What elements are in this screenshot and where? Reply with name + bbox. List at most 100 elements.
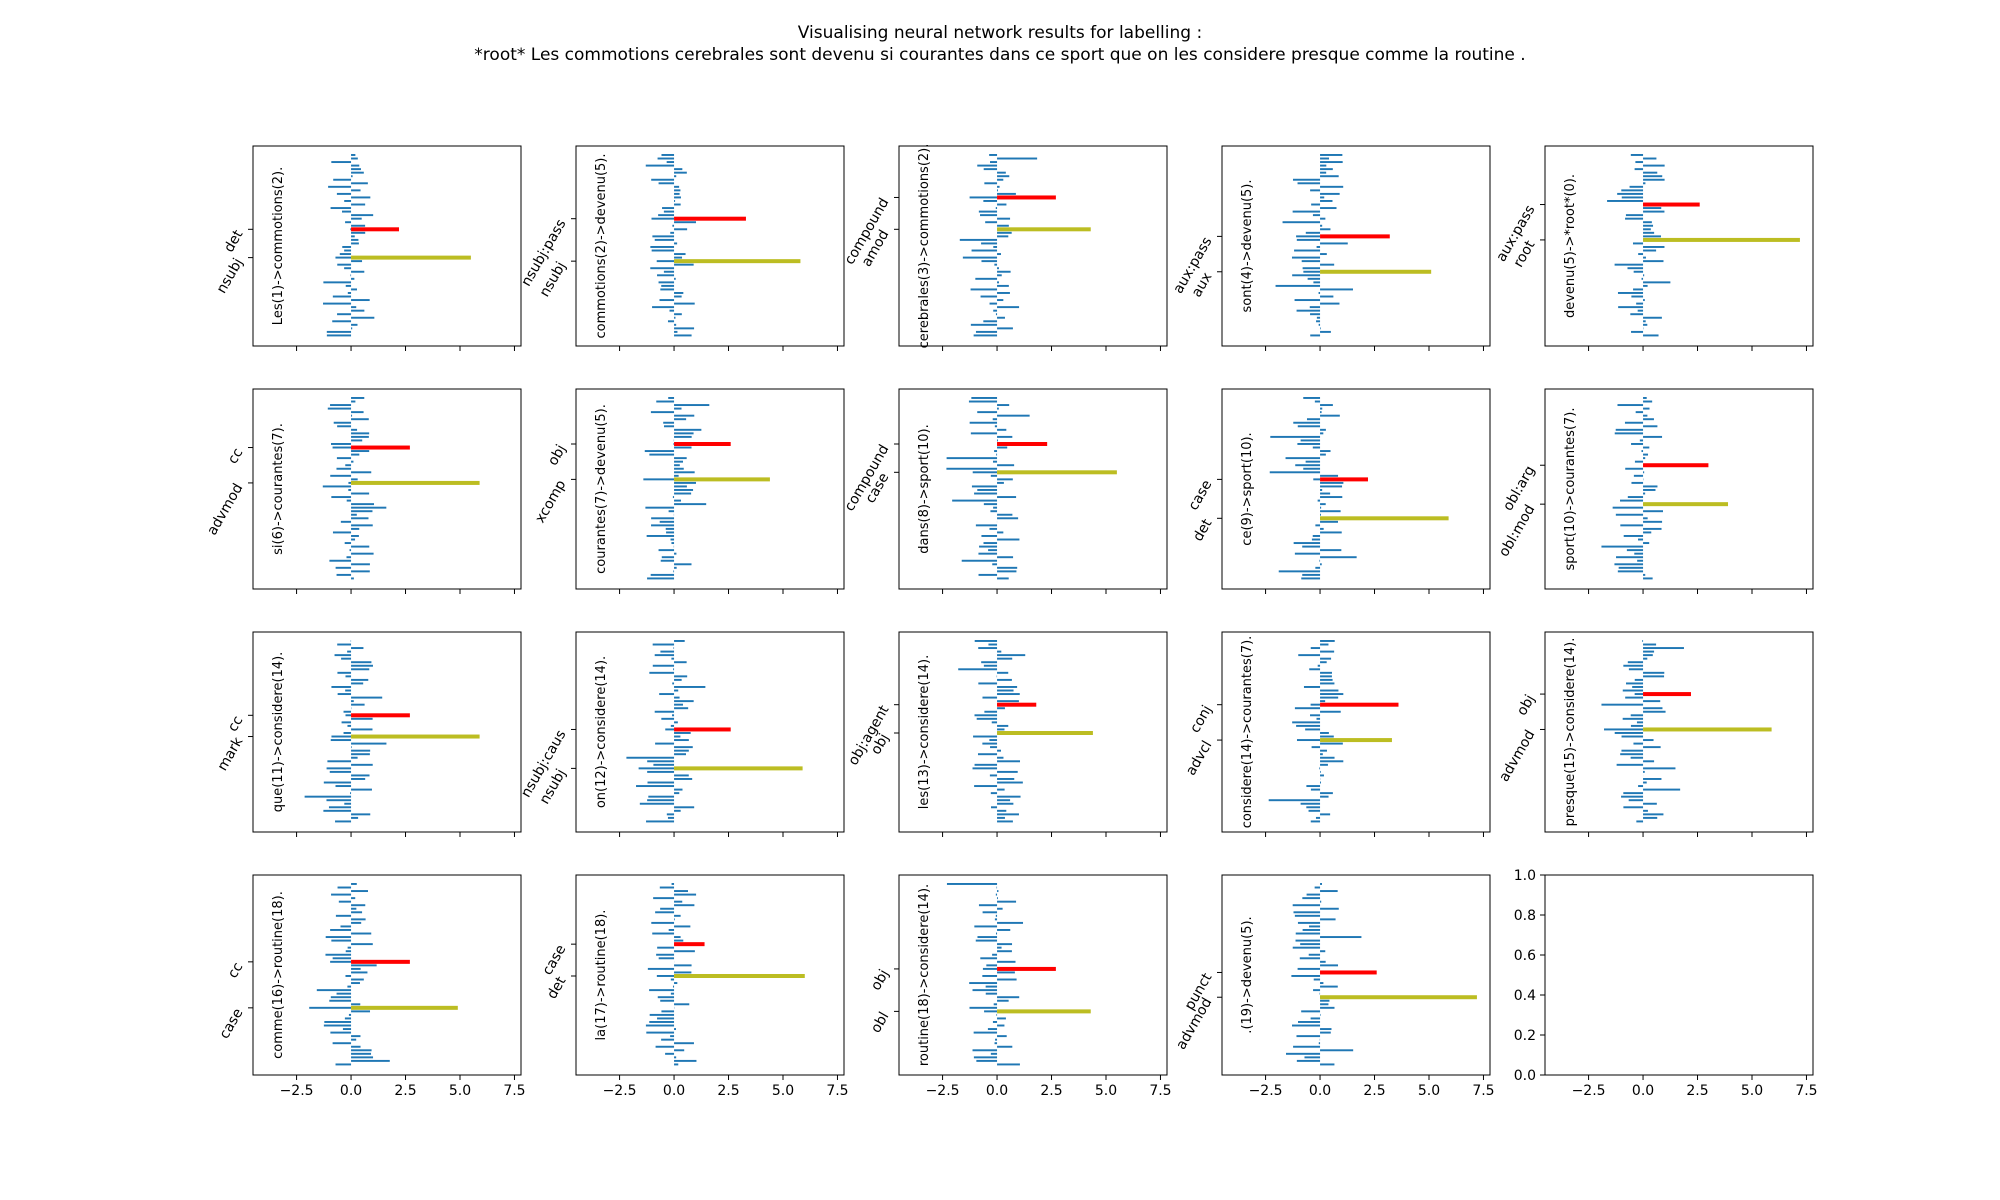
- bar: [674, 809, 681, 812]
- bar: [309, 1006, 352, 1009]
- gold-bar: [674, 766, 803, 771]
- bar: [1643, 182, 1646, 185]
- bar: [674, 277, 676, 280]
- bar: [1320, 242, 1348, 245]
- bar: [351, 1010, 371, 1013]
- bar: [674, 971, 692, 974]
- bar: [346, 499, 352, 502]
- bar: [997, 820, 1013, 823]
- bar: [656, 975, 675, 977]
- bar: [351, 717, 373, 720]
- bar: [978, 552, 998, 555]
- bar: [997, 788, 1005, 791]
- bar: [977, 164, 998, 167]
- bar: [647, 577, 675, 580]
- bar: [1641, 277, 1644, 280]
- bar: [1320, 503, 1326, 506]
- bar: [658, 182, 675, 185]
- bar: [1643, 320, 1646, 323]
- bar: [654, 654, 675, 657]
- bar: [674, 464, 680, 467]
- predicted-bar: [997, 702, 1037, 707]
- bar: [997, 178, 1004, 181]
- bar: [1617, 570, 1644, 573]
- plot-frame: [252, 631, 522, 833]
- bar: [1643, 316, 1662, 319]
- bar: [329, 999, 352, 1002]
- title-line-2: *root* Les commotions cerebrales sont de…: [474, 45, 1526, 65]
- bar: [1294, 707, 1321, 710]
- bar: [674, 481, 696, 484]
- bar: [674, 1059, 697, 1062]
- bar: [1320, 900, 1322, 903]
- bar: [657, 946, 675, 949]
- bar: [674, 323, 677, 326]
- bar: [1643, 400, 1653, 403]
- bar: [651, 921, 675, 924]
- bar: [1643, 407, 1650, 410]
- bar: [975, 277, 998, 280]
- bar: [344, 542, 352, 545]
- bar: [674, 732, 691, 734]
- predicted-bar: [674, 942, 705, 947]
- bar: [1320, 763, 1328, 766]
- gold-bar: [1320, 738, 1392, 743]
- bar: [1320, 960, 1326, 963]
- bar: [1296, 235, 1321, 238]
- subplot-6: advmod cc si(6)->courantes(7).: [204, 388, 522, 594]
- bar: [976, 717, 998, 720]
- bar: [344, 200, 352, 202]
- bar: [997, 802, 1014, 805]
- bar: [674, 171, 687, 174]
- bar: [668, 397, 675, 399]
- bar: [648, 795, 675, 798]
- bar: [345, 284, 352, 287]
- bar: [1620, 753, 1644, 756]
- bar: [351, 904, 366, 907]
- bar: [652, 643, 675, 646]
- bar: [1316, 316, 1321, 319]
- bar: [674, 982, 678, 985]
- bar: [1320, 513, 1321, 516]
- bar: [649, 1021, 675, 1023]
- bar: [338, 900, 352, 903]
- bar: [347, 724, 352, 727]
- bar: [997, 946, 1002, 949]
- bar: [992, 563, 998, 566]
- bar: [1320, 453, 1326, 456]
- bar: [997, 428, 1007, 431]
- bar: [992, 418, 998, 421]
- x-tick-label: 5.0: [1741, 1083, 1763, 1099]
- bar: [1637, 559, 1644, 562]
- y-axis-label: dans(8)->sport(10).: [917, 424, 932, 553]
- bar: [997, 950, 1012, 953]
- bar: [351, 175, 353, 178]
- subplot-7: xcomp obj courantes(7)->devenu(5).: [532, 388, 845, 594]
- bar: [1623, 806, 1644, 809]
- bar: [673, 668, 675, 671]
- bar: [659, 520, 675, 523]
- gold-bar: [997, 731, 1093, 735]
- bar: [974, 640, 998, 642]
- bar: [663, 270, 675, 273]
- bar: [1320, 185, 1344, 188]
- bar: [1293, 421, 1321, 424]
- bar: [340, 925, 352, 928]
- bar: [674, 302, 695, 305]
- bar: [969, 196, 998, 199]
- bar: [997, 203, 1007, 206]
- bar: [1320, 700, 1326, 703]
- bar: [973, 1056, 998, 1059]
- bar: [346, 556, 352, 559]
- bar: [997, 570, 1017, 573]
- bar: [997, 517, 1019, 520]
- bar: [1643, 746, 1661, 749]
- bar: [997, 253, 1001, 256]
- bar: [1643, 770, 1645, 773]
- bar: [993, 309, 998, 312]
- bar: [674, 185, 680, 188]
- bar: [997, 756, 1004, 759]
- bar: [995, 893, 998, 896]
- bar: [657, 274, 675, 277]
